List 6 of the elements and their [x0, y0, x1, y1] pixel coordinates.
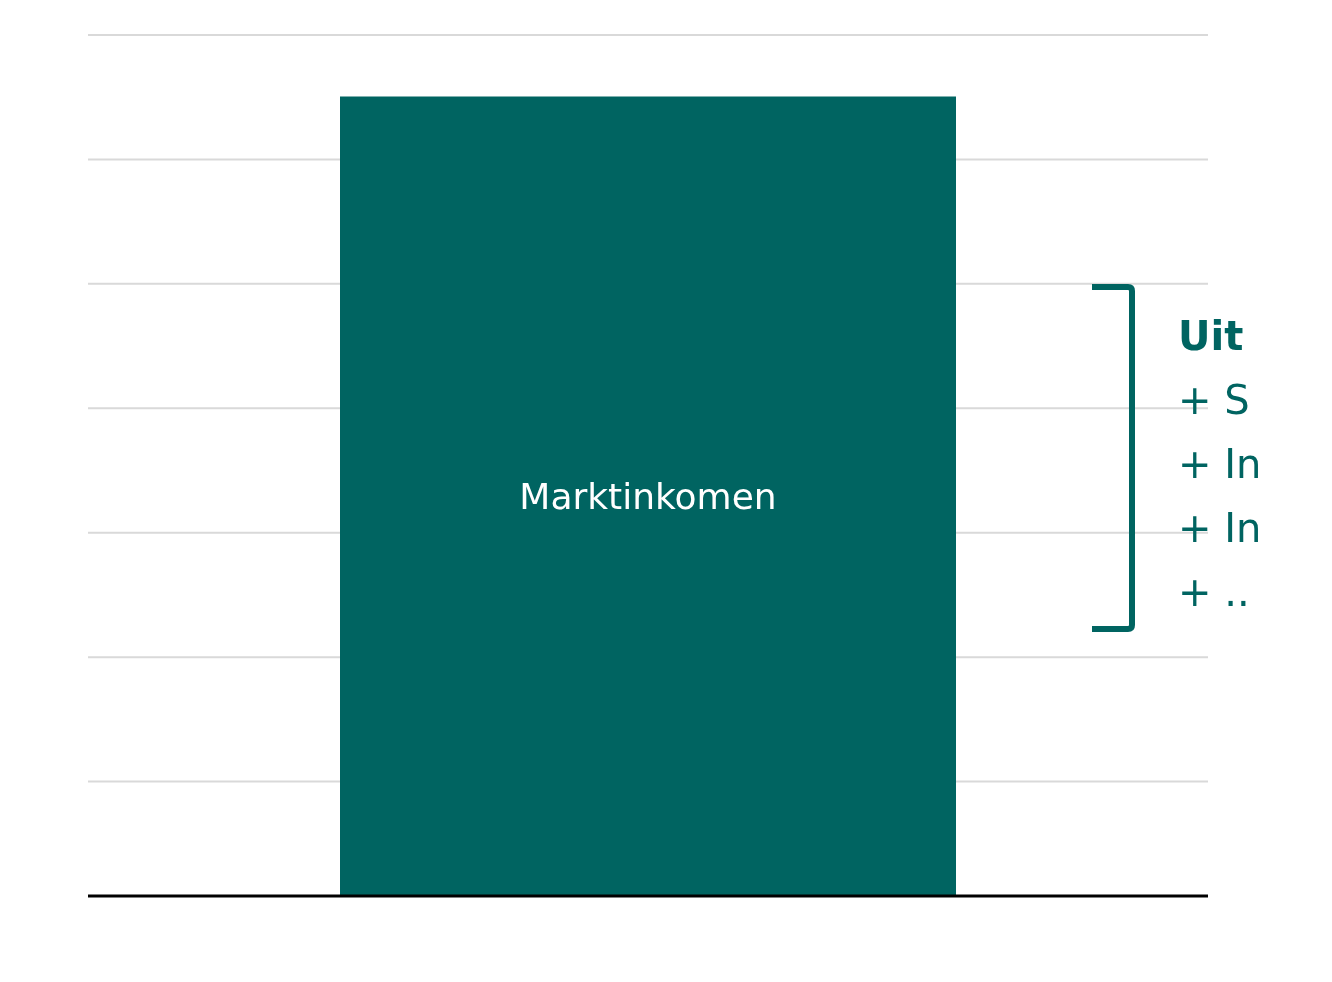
series-label: Marktinkomen	[519, 476, 777, 518]
annotation: + ..	[1178, 568, 1251, 617]
annotation: + S	[1178, 376, 1251, 425]
annotation: + In	[1178, 504, 1262, 553]
annotation: + In	[1178, 440, 1262, 489]
annotation: Uit	[1178, 312, 1245, 361]
